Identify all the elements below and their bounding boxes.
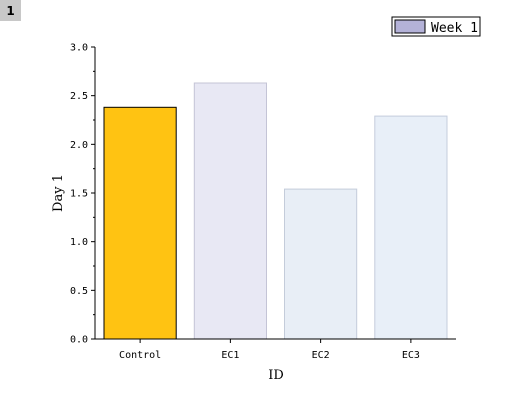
y-ticks: 0.0 0.5 1.0 1.5 2.0 2.5 3.0 [70, 43, 95, 346]
legend-swatch [394, 19, 426, 34]
y-tick-label: 0.0 [70, 335, 88, 346]
legend: Week 1 [391, 16, 481, 37]
y-tick-label: 2.5 [70, 91, 88, 102]
bars-group [103, 82, 448, 340]
layer-badge[interactable]: 1 [0, 0, 21, 21]
x-tick-label: EC3 [402, 350, 420, 361]
y-tick-label: 2.0 [70, 140, 88, 151]
bar-control [103, 106, 177, 340]
x-tick-label: EC2 [312, 350, 330, 361]
y-tick-label: 1.5 [70, 189, 88, 200]
y-tick-label: 3.0 [70, 43, 88, 54]
bar-ec3 [374, 115, 448, 340]
x-ticks: Control EC1 EC2 EC3 [119, 339, 420, 361]
y-tick-label: 1.0 [70, 237, 88, 248]
legend-label: Week 1 [431, 21, 478, 36]
bar-ec2 [284, 188, 358, 340]
bar-ec1 [193, 82, 267, 340]
x-tick-label: Control [119, 350, 161, 361]
y-axis-title: Day 1 [51, 174, 66, 212]
y-tick-label: 0.5 [70, 286, 88, 297]
x-tick-label: EC1 [221, 350, 239, 361]
x-axis-title: ID [268, 368, 284, 383]
